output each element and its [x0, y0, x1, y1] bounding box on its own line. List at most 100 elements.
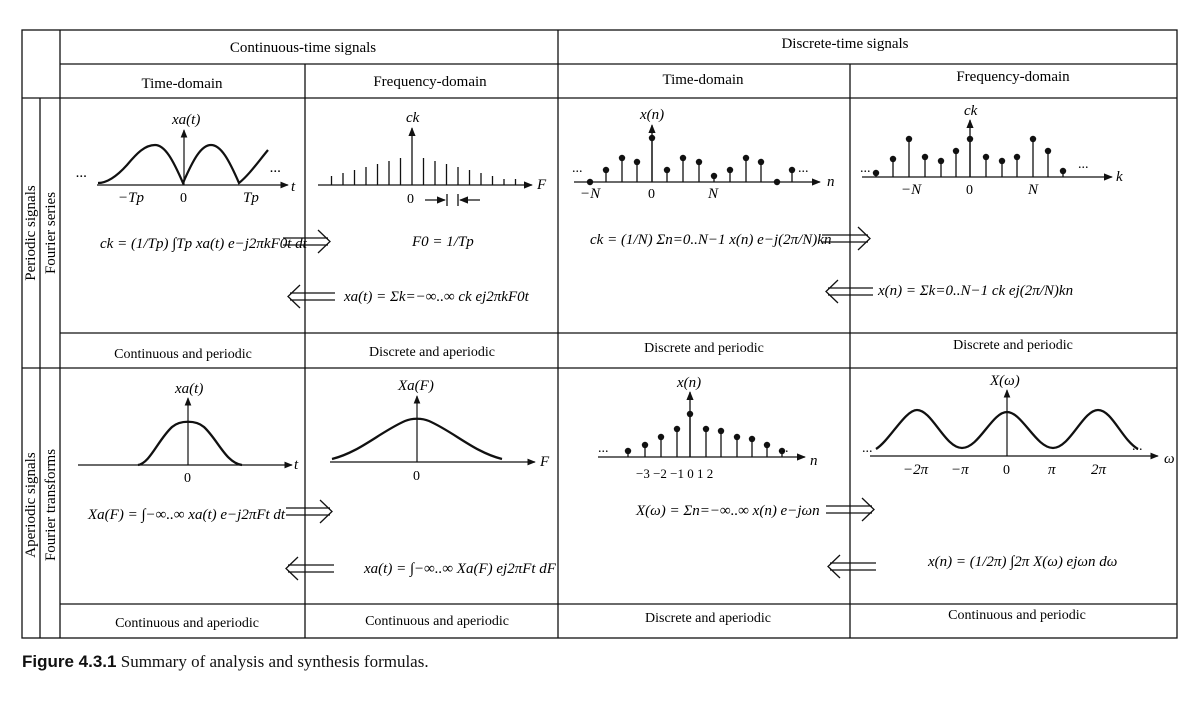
axis-label-n: n [827, 174, 835, 190]
figure-caption: Figure 4.3.1 Summary of analysis and syn… [22, 652, 429, 672]
tick-zero-ap: 0 [184, 471, 191, 486]
tick-zero-freq: 0 [407, 192, 414, 207]
stem-dot [952, 147, 960, 155]
stem-dot [686, 410, 694, 418]
tick-pi: π [1048, 462, 1056, 478]
axis-label-k: k [1116, 169, 1123, 185]
stem-dot [1029, 135, 1037, 143]
formula-F0: F0 = 1/Tp [411, 234, 474, 250]
stem-dot [982, 153, 990, 161]
label-aperiodic-dt-time: Discrete and aperiodic [645, 611, 771, 626]
stem-dot [733, 433, 741, 441]
stem-dot [998, 157, 1006, 165]
formula-Xa-F: Xa(F) = ∫−∞..∞ xa(t) e−j2πFt dt [87, 507, 286, 523]
stem-dot [889, 155, 897, 163]
axis-label-X-w: X(ω) [989, 373, 1020, 389]
stem-dot [1013, 153, 1021, 161]
plot-periodic-dt-time [574, 124, 821, 186]
axis-label-ck: ck [406, 110, 420, 126]
stem-dot [679, 154, 687, 162]
stem-dot [778, 447, 786, 455]
axis-label-xn-ap: x(n) [676, 375, 701, 391]
ellipsis-w-right: ... [1132, 439, 1143, 454]
analysis-synthesis-arrows-periodic [283, 226, 873, 309]
stem-dot [1059, 167, 1067, 175]
stem-dot [586, 178, 594, 186]
tick-neg-Tp: −Tp [118, 190, 144, 206]
stem-dot [748, 435, 756, 443]
stem-dot [633, 158, 641, 166]
ellipsis-ap-left: ... [598, 441, 609, 456]
ellipsis-w-left: ... [862, 441, 873, 456]
pulse-waveform [137, 420, 243, 467]
stem-dot [702, 425, 710, 433]
plot-aperiodic-dt-freq [870, 389, 1159, 460]
spectrum-curve [331, 417, 503, 461]
plot-aperiodic-ct-freq [330, 395, 536, 466]
stem-dot [695, 158, 703, 166]
formula-xn-series: x(n) = Σk=0..N−1 ck ej(2π/N)kn [877, 283, 1073, 299]
row-label-fourier-series: Fourier series [43, 192, 59, 274]
axis-label-xa-t: xa(t) [171, 112, 200, 128]
ellipsis-ap-right: ... [778, 441, 789, 456]
header-continuous: Continuous-time signals [230, 40, 376, 56]
stem-dot [618, 154, 626, 162]
label-periodic-dt-freq: Discrete and periodic [953, 338, 1073, 353]
header-discrete: Discrete-time signals [781, 36, 908, 52]
tick-neg-2pi: −2π [903, 462, 929, 478]
tick-neg-pi: −π [951, 462, 969, 478]
plot-periodic-ct-freq [318, 127, 533, 206]
axis-label-n-ap: n [810, 453, 818, 469]
stem-dot [663, 166, 671, 174]
spectral-lines [330, 158, 517, 185]
ellipsis-dt-left: ... [572, 161, 583, 176]
label-periodic-ct-freq: Discrete and aperiodic [369, 345, 495, 360]
formula-ck-dt: ck = (1/N) Σn=0..N−1 x(n) e−j(2π/N)kn [590, 232, 831, 248]
axis-label-xa-t-ap: xa(t) [174, 381, 203, 397]
periodic-spectrum [875, 408, 1139, 451]
tick-zero: 0 [180, 191, 187, 206]
ellipsis-left: ... [76, 165, 87, 181]
header-dt-time: Time-domain [662, 72, 744, 88]
label-aperiodic-ct-time: Continuous and aperiodic [115, 616, 259, 631]
tick-zero-k: 0 [966, 183, 973, 198]
ellipsis-dt-right: ... [798, 161, 809, 176]
stem-dot [624, 447, 632, 455]
header-dt-freq: Frequency-domain [956, 69, 1070, 85]
axis-label-Xa-F: Xa(F) [397, 378, 434, 394]
ticks-dt-ap: −3 −2 −1 0 1 2 [636, 466, 713, 481]
row-label-periodic: Periodic signals [23, 185, 39, 281]
tick-2pi: 2π [1091, 462, 1107, 478]
stem-dot [648, 134, 656, 142]
tick-zero-dt: 0 [648, 187, 655, 202]
ellipsis-k-left: ... [860, 161, 871, 176]
axis-label-F-ap: F [539, 454, 550, 470]
sequence-stems [586, 134, 796, 186]
stem-dot [742, 154, 750, 162]
stem-dot [717, 427, 725, 435]
tick-zero-ap-freq: 0 [413, 469, 420, 484]
axis-label-t-ap: t [294, 457, 299, 473]
formula-xa-series: xa(t) = Σk=−∞..∞ ck ej2πkF0t [343, 289, 530, 305]
formula-xn-inverse: x(n) = (1/2π) ∫2π X(ω) ejωn dω [927, 554, 1117, 570]
analysis-synthesis-arrows-aperiodic [285, 497, 876, 581]
ellipsis-right: ... [270, 160, 281, 176]
formula-X-w: X(ω) = Σn=−∞..∞ x(n) e−jωn [635, 503, 820, 519]
label-periodic-dt-time: Discrete and periodic [644, 341, 764, 356]
stem-dot [921, 153, 929, 161]
axis-label-ck-dt: ck [964, 103, 978, 119]
axis-label-w: ω [1164, 451, 1175, 467]
axis-label-F: F [536, 177, 547, 193]
stem-dot [602, 166, 610, 174]
header-ct-freq: Frequency-domain [373, 74, 487, 90]
plot-periodic-dt-freq [862, 119, 1113, 181]
plot-aperiodic-ct-time [78, 397, 293, 469]
stem-dot [773, 178, 781, 186]
plot-periodic-ct-time [97, 129, 289, 189]
row-label-fourier-transforms: Fourier transforms [43, 449, 59, 561]
stem-dot [872, 169, 880, 177]
caption-text: Summary of analysis and synthesis formul… [120, 652, 429, 671]
stem-dot [673, 425, 681, 433]
stem-dot [1044, 147, 1052, 155]
